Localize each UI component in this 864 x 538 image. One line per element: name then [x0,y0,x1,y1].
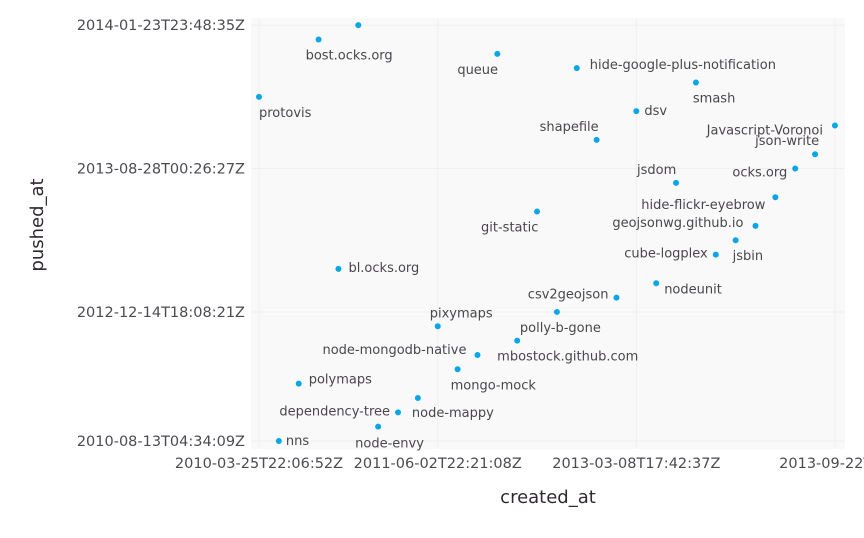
y-tick-label: 2014-01-23T23:48:35Z [77,18,245,34]
point-label: hide-google-plus-notification [590,58,776,73]
y-axis-ticks: 2010-08-13T04:34:09Z 2012-12-14T18:08:21Z… [77,18,245,450]
data-point[interactable] [335,265,342,272]
point-label: nns [286,434,309,449]
data-point[interactable] [355,22,362,29]
point-label: queue [457,63,498,78]
data-point[interactable] [633,108,640,115]
point-label: json-write [754,134,819,149]
point-label: mbostock.github.com [497,350,638,365]
point-label: node-mongodb-native [322,343,466,358]
point-label: geojsonwg.github.io [612,216,743,231]
data-point[interactable] [256,93,262,100]
x-axis-title: created_at [500,487,596,508]
data-point[interactable] [831,122,838,129]
point-label: mongo-mock [451,378,537,393]
y-tick-label: 2013-08-28T00:26:27Z [77,162,245,178]
plot-background [251,18,845,449]
x-tick-label: 2010-03-25T22:06:52Z [175,456,343,472]
point-label: jsdom [636,163,676,178]
x-axis-ticks: 2010-03-25T22:06:52Z 2011-06-02T22:21:08Z… [175,456,864,472]
data-point[interactable] [534,208,541,215]
point-label: hide-flickr-eyebrow [641,198,765,213]
data-point[interactable] [553,308,560,315]
data-point[interactable] [732,237,739,244]
y-tick-label: 2012-12-14T18:08:21Z [77,305,245,321]
x-tick-label: 2011-06-02T22:21:08Z [354,456,522,472]
point-label: ocks.org [732,166,787,181]
data-point[interactable] [653,280,660,287]
point-label: node-mappy [412,406,494,421]
point-label: polly-b-gone [520,321,601,336]
data-point[interactable] [315,36,322,43]
point-label: csv2geojson [528,288,609,303]
data-point[interactable] [414,394,421,401]
point-label: git-static [481,221,538,236]
x-tick-label: 2013-03-08T17:42:37Z [552,456,720,472]
data-point[interactable] [752,222,759,229]
data-point[interactable] [295,380,302,387]
data-point[interactable] [494,50,501,57]
y-tick-label: 2010-08-13T04:34:09Z [77,434,245,450]
data-point[interactable] [514,337,521,344]
point-label: nodeunit [664,282,722,297]
x-tick-label: 2013-09-22T17 [779,456,864,472]
data-point[interactable] [593,136,600,143]
data-point[interactable] [375,423,382,430]
point-label: cube-logplex [624,247,708,262]
point-label: dsv [644,104,667,119]
data-point[interactable] [474,351,481,358]
point-label: jsbin [732,249,764,264]
y-axis-title: pushed_at [27,178,48,271]
point-label: shapefile [540,120,599,135]
data-point[interactable] [812,151,819,158]
point-label: bl.ocks.org [348,261,419,276]
data-points [256,22,838,444]
point-label: polymaps [309,373,372,388]
data-point[interactable] [792,165,799,172]
point-label: pixymaps [430,306,493,321]
point-label: Javascript-Voronoi [706,124,823,139]
point-label: smash [693,92,735,107]
point-label: node-envy [355,437,424,452]
point-label: protovis [259,106,312,121]
point-labels: protovis nns polymaps bost.ocks.org bl.ocks.… [259,48,823,451]
point-label: dependency-tree [279,404,390,419]
data-point[interactable] [454,366,461,373]
data-point[interactable] [712,251,719,258]
data-point[interactable] [673,179,680,186]
data-point[interactable] [434,323,441,330]
data-point[interactable] [275,438,282,444]
data-point[interactable] [573,65,580,72]
gridlines [251,18,845,449]
data-point[interactable] [613,294,620,301]
data-point[interactable] [395,409,402,416]
data-point[interactable] [692,79,699,86]
data-point[interactable] [772,194,779,201]
point-label: bost.ocks.org [306,48,393,63]
